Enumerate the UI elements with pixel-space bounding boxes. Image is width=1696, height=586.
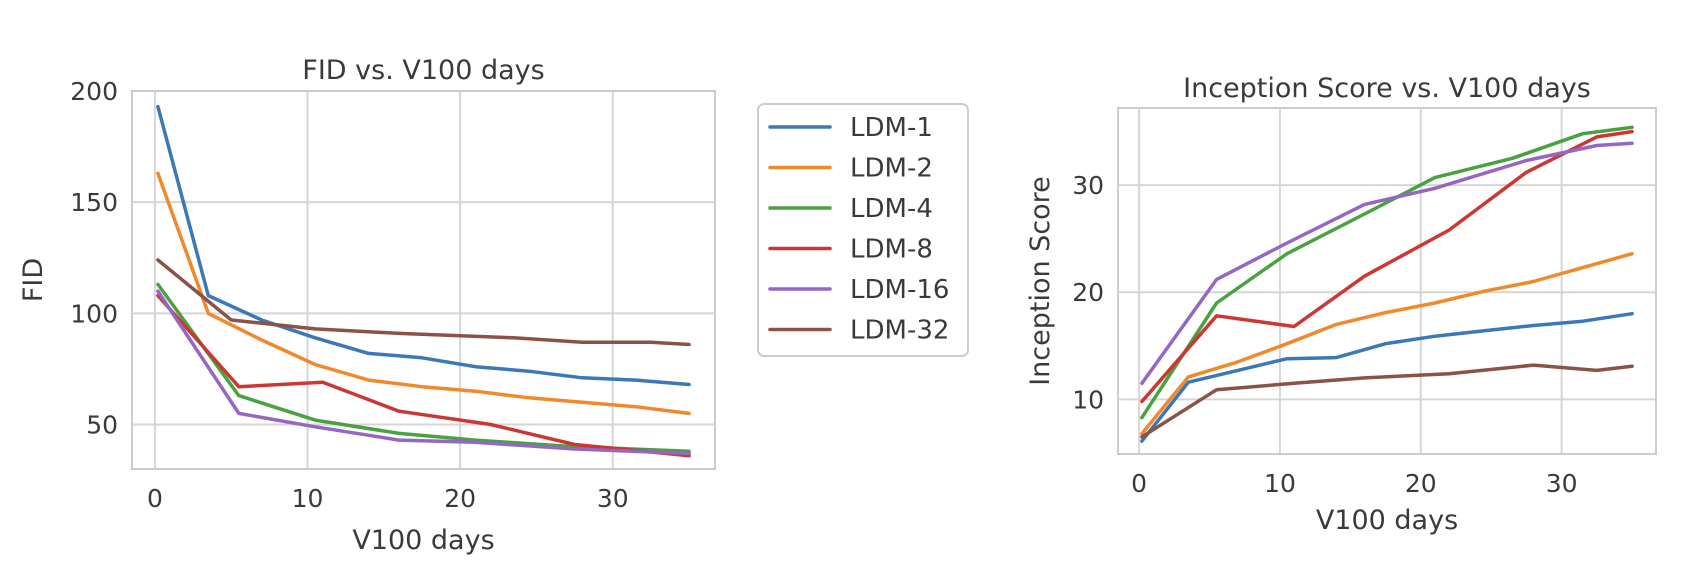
fid-y-tick-label: 150 xyxy=(70,188,118,217)
is-y-tick-label: 20 xyxy=(1072,278,1104,307)
is-x-tick-label: 20 xyxy=(1405,469,1437,498)
is-series-line-ldm-32 xyxy=(1140,363,1634,439)
fid-series-line-ldm-16 xyxy=(156,289,691,456)
legend-label-ldm-1: LDM-1 xyxy=(850,113,933,143)
is-series-line-ldm-16 xyxy=(1140,141,1634,386)
is-series-line-ldm-2 xyxy=(1140,251,1634,436)
fid-x-tick-label: 0 xyxy=(147,484,163,513)
legend: LDM-1 LDM-2 LDM-4 LDM-8 LDM-16 LDM-32 xyxy=(757,103,969,357)
is-y-tick-label: 10 xyxy=(1072,385,1104,414)
fid-series-line-ldm-8 xyxy=(156,293,691,458)
inception-score-chart: 0 10 20 30 10 20 30 Inception Score vs. V100 da… xyxy=(1025,73,1657,536)
fid-plot-frame xyxy=(131,90,716,470)
fid-chart: 0 10 20 30 50 100 150 200 FID vs. V100 days V100 … xyxy=(18,55,716,556)
legend-item: LDM-32 xyxy=(768,316,949,346)
legend-label-ldm-2: LDM-2 xyxy=(850,154,933,184)
fid-chart-title: FID vs. V100 days xyxy=(302,55,544,86)
fid-series-line-ldm-1 xyxy=(156,104,691,387)
is-x-axis-label: V100 days xyxy=(1316,505,1458,536)
is-y-tick-label: 30 xyxy=(1072,171,1104,200)
is-chart-title: Inception Score vs. V100 days xyxy=(1183,73,1591,104)
is-x-tick-label: 0 xyxy=(1131,469,1147,498)
is-series-line-ldm-8 xyxy=(1140,129,1634,404)
is-x-tick-label: 30 xyxy=(1546,469,1578,498)
fid-series-line-ldm-2 xyxy=(156,171,691,416)
legend-item: LDM-1 xyxy=(768,113,933,143)
legend-label-ldm-8: LDM-8 xyxy=(850,235,933,265)
fid-series-line-ldm-32 xyxy=(156,258,691,347)
fid-x-axis-label: V100 days xyxy=(352,525,494,556)
legend-item: LDM-16 xyxy=(768,275,949,305)
is-x-tick-label: 10 xyxy=(1264,469,1296,498)
is-y-axis-label: Inception Score xyxy=(1025,176,1056,386)
fid-x-tick-label: 10 xyxy=(292,484,324,513)
fid-y-tick-label: 50 xyxy=(86,411,118,440)
legend-label-ldm-16: LDM-16 xyxy=(850,275,949,305)
fid-y-axis-label: FID xyxy=(18,258,49,302)
legend-item: LDM-2 xyxy=(768,154,933,184)
fid-series-line-ldm-4 xyxy=(156,282,691,453)
fid-y-tick-label: 200 xyxy=(70,77,118,106)
fid-x-tick-label: 30 xyxy=(597,484,629,513)
legend-label-ldm-4: LDM-4 xyxy=(850,194,933,224)
fid-y-tick-label: 100 xyxy=(70,299,118,328)
fid-x-tick-label: 20 xyxy=(444,484,476,513)
legend-item: LDM-8 xyxy=(768,235,933,265)
is-series-line-ldm-1 xyxy=(1140,311,1634,443)
legend-item: LDM-4 xyxy=(768,194,933,224)
is-plot-frame xyxy=(1117,107,1657,455)
legend-label-ldm-32: LDM-32 xyxy=(850,316,949,346)
